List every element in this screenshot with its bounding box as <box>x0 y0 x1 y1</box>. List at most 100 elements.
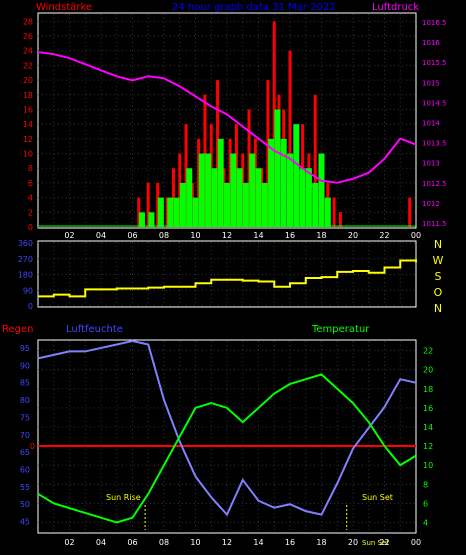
graph-title: 24 hour graph data 31 Mar 2022 <box>172 2 336 13</box>
humidity-line <box>37 339 417 517</box>
rain-zero-label: 0 <box>30 442 35 451</box>
wind-average-bar <box>192 197 199 227</box>
x-tick-label-bottom: 12 <box>222 538 232 547</box>
grid-layer <box>38 14 416 532</box>
wind-gust-bar <box>171 168 175 227</box>
temperature-line <box>37 373 417 524</box>
wind-tick-label: 22 <box>23 61 33 70</box>
sun-set-small-label: Sun Set <box>362 539 389 547</box>
wind-gust-bar <box>288 50 292 227</box>
wind-direction-line <box>38 259 417 298</box>
pressure-tick-label: 1014.5 <box>422 99 447 107</box>
x-tick-label-bottom: 20 <box>348 538 358 547</box>
humidity-tick-label: 80 <box>20 396 30 405</box>
temperature-tick-label: 4 <box>423 518 428 527</box>
compass-label: O <box>434 286 443 299</box>
temperature-tick-label: 16 <box>423 404 433 413</box>
wind-gust-bar <box>408 197 412 227</box>
wind-gust-bar <box>197 138 201 227</box>
wind-panel-frame <box>37 12 417 229</box>
temperature-tick-label: 22 <box>423 347 433 356</box>
wind-average-bar <box>299 168 306 227</box>
wind-gust-bar <box>146 182 150 227</box>
compass-label: W <box>433 254 444 267</box>
humidity-axis-title: Luftfeuchte <box>66 324 123 335</box>
x-tick-label-top: 08 <box>159 231 169 240</box>
wind-gust-bar <box>228 138 232 227</box>
wind-tick-label: 4 <box>28 194 33 203</box>
wind-average-bar <box>138 212 145 227</box>
x-tick-label-top: 04 <box>96 231 106 240</box>
wind-tick-label: 18 <box>23 91 33 100</box>
wind-average-bar <box>293 124 300 227</box>
humidity-tick-label: 90 <box>20 361 30 370</box>
x-tick-label-bottom: 08 <box>159 538 169 547</box>
humidity-tick-label: 55 <box>20 483 30 492</box>
wind-tick-label: 2 <box>28 208 33 217</box>
x-tick-label-top: 02 <box>64 231 74 240</box>
pressure-tick-label: 1013.5 <box>422 140 447 148</box>
wind-tick-label: 24 <box>23 47 33 56</box>
sun-set-label: Sun Set <box>362 493 393 502</box>
wind-average-bar <box>261 182 268 227</box>
compass-label: N <box>434 238 442 251</box>
wind-average-bar <box>312 182 319 227</box>
wind-gust-bar <box>332 197 336 227</box>
x-tick-label-top: 18 <box>316 231 326 240</box>
wind-average-bar <box>255 168 262 227</box>
wind-average-bar <box>173 197 180 227</box>
temperature-tick-label: 6 <box>423 499 428 508</box>
humidity-tick-label: 75 <box>20 413 30 422</box>
wind-gust-bar <box>178 153 182 227</box>
pressure-line <box>37 51 417 184</box>
wind-tick-label: 16 <box>23 105 33 114</box>
wind-average-bar <box>179 182 186 227</box>
pressure-tick-label: 1015.5 <box>422 59 447 67</box>
humidity-tick-label: 70 <box>20 431 30 440</box>
wind-tick-label: 8 <box>28 164 33 173</box>
wind-average-bar <box>167 197 174 227</box>
x-tick-label-bottom: 14 <box>253 538 263 547</box>
x-tick-label-bottom: 10 <box>190 538 200 547</box>
wind-tick-label: 28 <box>23 17 33 26</box>
direction-tick-label: 360 <box>18 239 33 248</box>
direction-tick-label: 90 <box>23 286 33 295</box>
x-tick-label-top: 22 <box>379 231 389 240</box>
x-tick-label-bottom: 06 <box>127 538 137 547</box>
wind-tick-label: 14 <box>23 120 33 129</box>
pressure-tick-label: 1016.5 <box>422 19 447 27</box>
temperature-tick-label: 12 <box>423 442 433 451</box>
x-tick-label-bottom: 04 <box>96 538 106 547</box>
wind-gust-bar <box>338 212 342 227</box>
wind-tick-label: 26 <box>23 32 33 41</box>
wind-average-bar <box>287 153 293 227</box>
wind-gust-bar <box>203 94 207 227</box>
wind-average-bar <box>249 153 256 227</box>
temperature-tick-label: 14 <box>423 423 433 432</box>
wind-average-bar <box>198 153 205 227</box>
wind-average-bar <box>274 109 281 227</box>
direction-tick-label: 180 <box>18 271 33 280</box>
x-tick-label-top: 20 <box>348 231 358 240</box>
temperature-tick-label: 10 <box>423 461 433 470</box>
wind-tick-label: 20 <box>23 76 33 85</box>
pressure-tick-label: 1014 <box>422 120 440 128</box>
rain-axis-title: Regen <box>2 324 34 335</box>
wind-gust-bar <box>241 153 245 227</box>
tick-labels-layer: 0202040406060808101012121414161618182020… <box>18 17 447 547</box>
pressure-tick-label: 1011.5 <box>422 220 447 228</box>
wind-gust-bar <box>216 80 220 227</box>
wind-average-bar <box>205 153 212 227</box>
humidity-tick-label: 45 <box>20 518 30 527</box>
wind-tick-label: 6 <box>28 179 33 188</box>
sun-rise-label: Sun Rise <box>106 493 141 502</box>
humidity-tick-label: 50 <box>20 500 30 509</box>
wind-average-bar <box>280 138 287 227</box>
x-tick-label-bottom: 02 <box>64 538 74 547</box>
wind-tick-label: 10 <box>23 150 33 159</box>
wind-average-bar <box>324 197 331 227</box>
wind-average-bar <box>148 212 155 227</box>
humidity-tick-label: 95 <box>20 344 30 353</box>
wind-gust-bar <box>253 138 257 227</box>
wind-average-bar <box>318 153 325 227</box>
